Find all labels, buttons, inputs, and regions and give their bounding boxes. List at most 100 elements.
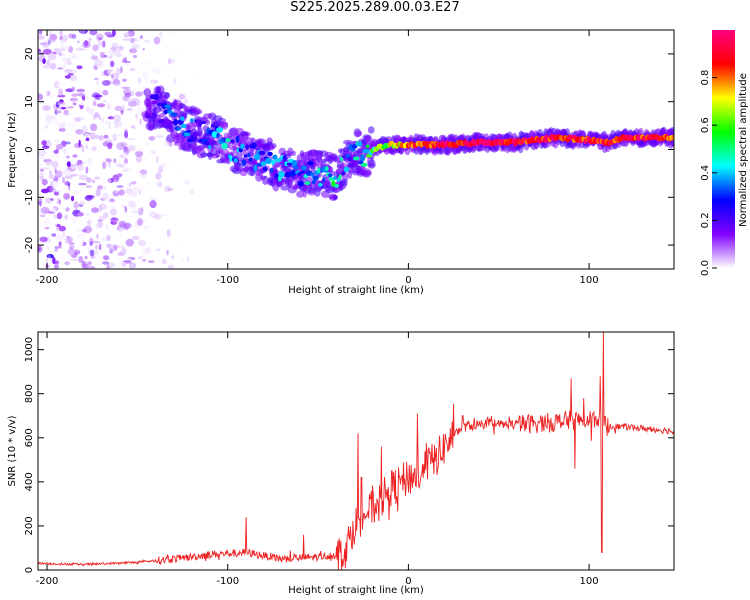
spectrogram-noise-blob: [93, 99, 97, 105]
spectrogram-noise-blob: [102, 212, 109, 219]
spectrogram-noise-blob: [115, 67, 121, 76]
spectrogram-ridge-point: [147, 104, 152, 111]
spectrogram-noise-blob: [131, 210, 134, 219]
spectrogram-noise-blob: [102, 100, 107, 103]
spectrogram-noise-blob: [149, 200, 157, 209]
spectrogram-noise-blob: [150, 149, 157, 155]
spectrogram-noise-blob: [78, 239, 84, 247]
spectrogram-noise-blob: [79, 200, 86, 205]
spectrogram-ridge-point: [289, 170, 297, 177]
spectrogram-noise-blob: [127, 200, 133, 208]
spectrogram-noise-blob: [109, 198, 115, 203]
spectrogram-noise-blob: [58, 177, 63, 181]
spectrogram-noise-blob: [106, 197, 116, 203]
spectrogram-ridge-halo: [195, 109, 203, 115]
spectrogram-noise-blob: [140, 35, 143, 39]
spectrogram-ridge-point: [362, 149, 370, 154]
spectrogram-ridge-halo: [249, 151, 254, 159]
spectrogram-noise-blob: [100, 171, 105, 178]
spectrogram-ridge-point: [353, 156, 360, 161]
spectrogram-ridge-point: [225, 138, 231, 143]
spectrogram-noise-blob: [112, 114, 122, 122]
spectrogram-noise-blob: [113, 109, 118, 113]
spectrogram-noise-blob: [78, 139, 81, 147]
spectrogram-noise-blob: [123, 148, 130, 154]
spectrogram-noise-blob: [112, 133, 117, 142]
spectrogram-noise-blob: [70, 165, 77, 170]
spectrogram-ridge-halo: [367, 126, 375, 134]
spectrogram-noise-blob: [159, 242, 164, 246]
spectrogram-ridge-halo: [296, 190, 305, 198]
spectrogram-ridge-point: [328, 173, 333, 178]
spectrogram-noise-blob: [150, 79, 159, 84]
spectrogram-noise-blob: [193, 74, 199, 78]
spectrogram-ridge-point: [293, 165, 299, 170]
spectrogram-noise-blob: [91, 146, 97, 152]
spectrogram-noise-blob: [108, 262, 115, 268]
spectrogram-noise-blob: [124, 206, 128, 213]
spectrogram-noise-blob: [142, 48, 145, 51]
spectrogram-noise-blob: [90, 123, 98, 132]
spectrogram-noise-blob: [121, 60, 124, 67]
spectrogram-ridge-point: [361, 162, 368, 167]
spectrogram-noise-blob: [101, 192, 109, 201]
spectrogram-noise-blob: [80, 92, 83, 99]
spectrogram-noise-blob: [65, 207, 70, 212]
spectrogram-noise-blob: [40, 125, 48, 132]
spectrogram-noise-blob: [63, 231, 65, 239]
spectrogram-noise-blob: [97, 220, 104, 228]
spectrogram-noise-blob: [98, 37, 103, 40]
spectrogram-noise-blob: [56, 226, 59, 231]
spectrogram-noise-blob: [70, 157, 77, 163]
spectrogram-ridge-point: [356, 141, 363, 147]
spectrogram-noise-blob: [109, 251, 114, 254]
spectrogram-noise-blob: [41, 178, 48, 186]
spectrogram-noise-blob: [97, 40, 104, 47]
spectrogram-noise-blob: [86, 219, 92, 226]
spectrogram-noise-blob: [85, 213, 91, 216]
spectrogram-noise-blob: [84, 195, 94, 201]
spectrogram-noise-blob: [77, 40, 80, 44]
spectrogram-noise-blob: [159, 162, 167, 169]
spectrogram-noise-blob: [116, 185, 124, 188]
spectrogram-noise-blob: [48, 117, 51, 126]
spectrogram-noise-blob: [48, 254, 51, 261]
spectrogram-noise-blob: [78, 99, 86, 106]
spectrogram-noise-blob: [89, 265, 96, 269]
spectrogram-ridge-point: [216, 133, 220, 139]
spectrogram-noise-blob: [141, 61, 150, 64]
spectrogram-noise-blob: [103, 243, 113, 246]
spectrogram-noise-blob: [49, 186, 56, 193]
spectrogram-noise-blob: [130, 200, 137, 209]
spectrogram-noise-blob: [85, 137, 90, 142]
spectrogram-noise-blob: [156, 156, 159, 164]
spectrogram-ridge-halo: [333, 194, 338, 201]
spectrogram-noise-blob: [90, 132, 96, 140]
spectrogram-noise-blob: [42, 64, 51, 69]
spectrogram-noise-blob: [142, 258, 147, 262]
spectrogram-ridge-point: [318, 182, 323, 187]
spectrogram-noise-blob: [148, 136, 156, 141]
spectrogram-noise-blob: [121, 169, 128, 172]
spectrogram-noise-blob: [38, 30, 43, 35]
spectrogram-noise-blob: [64, 68, 73, 73]
spectrogram-noise-blob: [91, 207, 100, 213]
spectrogram-noise-blob: [88, 107, 95, 115]
spectrogram-noise-blob: [44, 122, 49, 127]
spectrogram-noise-blob: [54, 189, 63, 192]
spectrogram-ridge-point: [173, 119, 179, 126]
colorbar-tick-label: 0.4: [700, 165, 711, 181]
spectrogram-noise-blob: [102, 141, 109, 147]
spectrogram-noise-blob: [114, 83, 122, 86]
spectrogram-noise-blob: [85, 159, 92, 164]
spectrogram-noise-blob: [102, 161, 107, 170]
spectrogram-noise-blob: [135, 150, 144, 157]
spectrogram-noise-blob: [38, 93, 43, 101]
spectrogram-ridge-point: [208, 145, 212, 150]
spectrogram-noise-blob: [58, 53, 66, 56]
spectrogram-noise-blob: [107, 142, 113, 150]
spectrogram-noise-blob: [118, 245, 126, 248]
snr-y-label: SNR (10 * v/v): [7, 415, 18, 486]
